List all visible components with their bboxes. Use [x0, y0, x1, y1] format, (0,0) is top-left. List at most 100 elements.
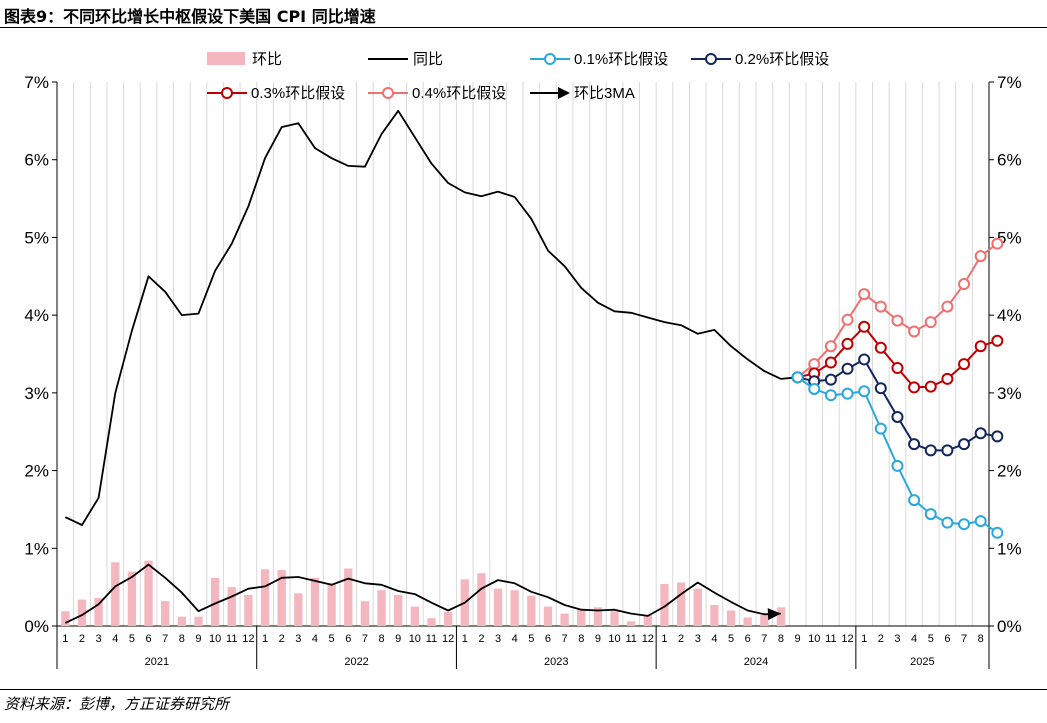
legend-label-yoy: 同比: [413, 51, 443, 68]
axes: 0% 0%1% 1%2% 2%3% 3%4% 4%5% 5%6% 6%7% 7%1 2 3 4 5 6 7 8…: [24, 73, 1022, 669]
mom-bar: [760, 615, 769, 626]
s01-marker: [891, 459, 904, 472]
legend-label-s03: 0.3%环比假设: [251, 85, 345, 102]
x-tick-label: 8: [778, 633, 784, 645]
s01-marker: [941, 516, 954, 529]
s04-marker: [874, 300, 887, 313]
s03-marker: [974, 340, 987, 353]
x-tick-label: 6: [145, 633, 151, 645]
s03-marker: [924, 380, 937, 393]
s01-marker: [841, 387, 854, 400]
s03-marker: [941, 372, 954, 385]
s04-marker: [974, 250, 987, 263]
x-tick-label: 1: [62, 633, 68, 645]
x-tick-label: 9: [195, 633, 201, 645]
mom-bar: [377, 590, 386, 626]
x-tick-label: 4: [911, 633, 917, 645]
mom-bar: [477, 573, 486, 626]
x-tick-label: 4: [312, 633, 318, 645]
mom-bar: [660, 584, 669, 626]
x-tick-label: 11: [625, 633, 636, 645]
year-label: 2021: [145, 656, 169, 668]
s02-marker: [924, 444, 937, 457]
mom-bar: [527, 595, 536, 626]
y-tick-label-left: 5%: [24, 228, 49, 247]
mom-bar: [627, 621, 636, 626]
s02-marker: [958, 438, 971, 451]
s04-marker: [941, 300, 954, 313]
x-tick-label: 8: [578, 633, 584, 645]
legend-label-s04: 0.4%环比假设: [412, 85, 506, 102]
x-tick-label: 1: [462, 633, 468, 645]
mom-bar: [144, 560, 153, 626]
year-label: 2024: [744, 656, 768, 668]
s03-marker: [874, 341, 887, 354]
y-tick-label-left: 7%: [24, 73, 49, 92]
ma3-arrowhead: [767, 608, 781, 621]
s04-marker: [991, 237, 1004, 250]
s03-marker: [908, 381, 921, 394]
mom-bar: [643, 615, 652, 626]
x-tick-label: 10: [808, 633, 820, 645]
x-tick-label: 2: [678, 633, 684, 645]
x-tick-label: 8: [378, 633, 384, 645]
mom-bar: [410, 606, 419, 626]
s02-marker: [858, 353, 871, 366]
s01-line: [797, 376, 998, 534]
x-tick-label: 3: [894, 633, 900, 645]
x-tick-label: 3: [295, 633, 301, 645]
source-divider: [0, 689, 1047, 690]
s04-marker: [924, 316, 937, 329]
s04-line: [796, 242, 998, 379]
mom-bar: [244, 594, 253, 626]
x-tick-label: 12: [442, 633, 454, 645]
x-tick-label: 11: [226, 633, 237, 645]
legend-marker-s01: [544, 53, 556, 65]
mom-bar: [510, 590, 519, 626]
s03-marker: [958, 358, 971, 371]
y-tick-label-right: 0%: [997, 617, 1022, 636]
mom-bar: [94, 598, 103, 626]
year-label: 2022: [344, 656, 368, 668]
x-tick-label: 6: [944, 633, 950, 645]
x-tick-label: 8: [179, 633, 185, 645]
mom-bar: [161, 601, 170, 626]
x-tick-label: 9: [595, 633, 601, 645]
s01-marker: [858, 385, 871, 398]
x-tick-label: 2: [878, 633, 884, 645]
legend-swatch-mom: [207, 52, 245, 65]
cpi-chart: 0% 0%1% 1%2% 2%3% 3%4% 4%5% 5%6% 6%7% 7%1 2 3 4 5 6 7 8…: [24, 51, 1022, 669]
year-label: 2023: [544, 656, 568, 668]
s04-marker: [958, 278, 971, 291]
series-lines: [64, 109, 1004, 624]
s02-marker: [908, 438, 921, 451]
s04-marker: [824, 340, 837, 353]
mom-bar: [327, 583, 336, 626]
mom-bar: [710, 605, 719, 626]
x-tick-label: 7: [562, 633, 568, 645]
x-tick-label: 6: [545, 633, 551, 645]
legend-marker-s03: [221, 87, 233, 99]
x-tick-label: 5: [129, 633, 135, 645]
legend-label-mom: 环比: [252, 51, 282, 68]
mom-bar: [593, 607, 603, 626]
s02-marker: [824, 373, 837, 386]
figure-title: 图表9：不同环比增长中枢假设下美国 CPI 同比增速: [4, 7, 376, 26]
x-tick-label: 12: [242, 633, 254, 645]
legend: 环比 同比 0.1%环比假设 0.2%环比假设 0.3%环比假设 0.4%环比假…: [207, 51, 829, 102]
y-tick-label-left: 1%: [24, 539, 49, 558]
s04-marker: [908, 325, 921, 338]
x-tick-label: 1: [861, 633, 867, 645]
mom-bar: [394, 594, 403, 626]
title-divider: [0, 27, 1047, 28]
x-tick-label: 5: [329, 633, 335, 645]
s01-marker: [991, 526, 1004, 539]
mom-bar: [676, 582, 686, 626]
mom-bar: [360, 601, 370, 626]
mom-bar: [443, 612, 453, 626]
legend-marker-s04: [382, 87, 394, 99]
x-tick-label: 7: [761, 633, 767, 645]
x-tick-label: 9: [795, 633, 801, 645]
s02-marker: [991, 430, 1004, 443]
x-tick-label: 5: [728, 633, 734, 645]
